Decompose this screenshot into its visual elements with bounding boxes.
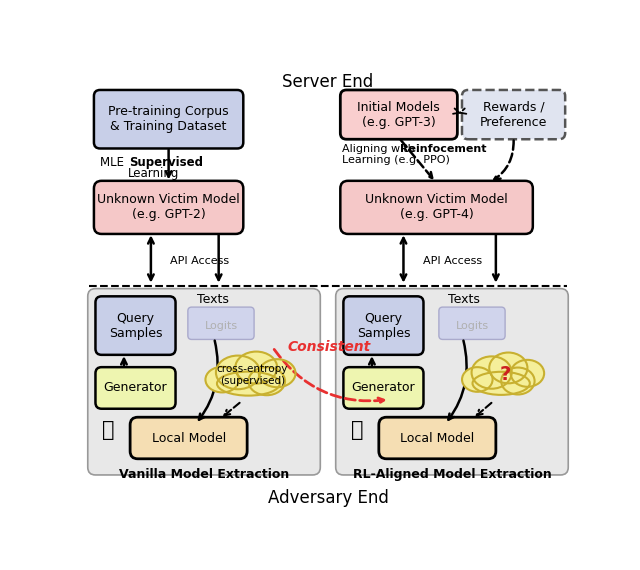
Ellipse shape xyxy=(472,356,511,389)
Text: Aligning with: Aligning with xyxy=(342,144,418,154)
FancyBboxPatch shape xyxy=(344,367,424,409)
Text: Texts: Texts xyxy=(196,293,228,306)
FancyBboxPatch shape xyxy=(95,367,175,409)
Text: Generator: Generator xyxy=(104,381,167,394)
Text: RL-Aligned Model Extraction: RL-Aligned Model Extraction xyxy=(353,469,551,482)
Ellipse shape xyxy=(205,367,239,392)
Text: Server End: Server End xyxy=(282,74,374,91)
Text: Unknown Victim Model
(e.g. GPT-4): Unknown Victim Model (e.g. GPT-4) xyxy=(365,193,508,221)
FancyBboxPatch shape xyxy=(462,90,565,139)
FancyBboxPatch shape xyxy=(88,288,320,475)
Text: API Access: API Access xyxy=(170,256,229,266)
Text: 👿: 👿 xyxy=(351,420,364,440)
FancyBboxPatch shape xyxy=(340,90,458,139)
FancyBboxPatch shape xyxy=(94,181,243,234)
FancyBboxPatch shape xyxy=(94,90,243,148)
Text: 👿: 👿 xyxy=(102,420,115,440)
Text: Generator: Generator xyxy=(351,381,415,394)
FancyBboxPatch shape xyxy=(379,417,496,459)
Ellipse shape xyxy=(216,356,260,389)
Ellipse shape xyxy=(236,352,277,384)
Text: cross-entropy
(supervised): cross-entropy (supervised) xyxy=(217,364,288,386)
Text: Query
Samples: Query Samples xyxy=(109,312,163,340)
Text: Logits: Logits xyxy=(204,320,237,331)
Text: Reinfocement: Reinfocement xyxy=(401,144,487,154)
Text: MLE: MLE xyxy=(100,156,128,169)
Text: Query
Samples: Query Samples xyxy=(356,312,410,340)
Text: ?: ? xyxy=(499,365,511,384)
Ellipse shape xyxy=(248,367,285,395)
Text: Pre-training Corpus
& Training Dataset: Pre-training Corpus & Training Dataset xyxy=(108,105,229,133)
FancyBboxPatch shape xyxy=(344,296,424,355)
Ellipse shape xyxy=(462,367,493,392)
FancyBboxPatch shape xyxy=(188,307,254,340)
Text: Consistent: Consistent xyxy=(288,340,371,354)
Text: Vanilla Model Extraction: Vanilla Model Extraction xyxy=(119,469,289,482)
Ellipse shape xyxy=(472,372,530,395)
FancyBboxPatch shape xyxy=(340,181,533,234)
Text: API Access: API Access xyxy=(422,256,482,266)
Ellipse shape xyxy=(501,368,534,394)
Text: Adversary End: Adversary End xyxy=(268,489,388,507)
Text: Supervised: Supervised xyxy=(129,156,204,169)
Text: Initial Models
(e.g. GPT-3): Initial Models (e.g. GPT-3) xyxy=(358,100,440,129)
FancyBboxPatch shape xyxy=(130,417,247,459)
Text: Local Model: Local Model xyxy=(152,431,226,445)
Text: Learning: Learning xyxy=(128,166,179,180)
FancyBboxPatch shape xyxy=(95,296,175,355)
Ellipse shape xyxy=(489,352,527,384)
Ellipse shape xyxy=(259,359,296,387)
FancyBboxPatch shape xyxy=(336,288,568,475)
Ellipse shape xyxy=(217,372,280,396)
Text: Learning (e.g. PPO): Learning (e.g. PPO) xyxy=(342,155,450,165)
Text: Rewards /
Preference: Rewards / Preference xyxy=(480,100,547,129)
Text: Local Model: Local Model xyxy=(400,431,474,445)
Ellipse shape xyxy=(511,360,544,387)
FancyBboxPatch shape xyxy=(439,307,505,340)
Text: Texts: Texts xyxy=(449,293,480,306)
Text: Logits: Logits xyxy=(456,320,488,331)
Text: Unknown Victim Model
(e.g. GPT-2): Unknown Victim Model (e.g. GPT-2) xyxy=(97,193,240,221)
